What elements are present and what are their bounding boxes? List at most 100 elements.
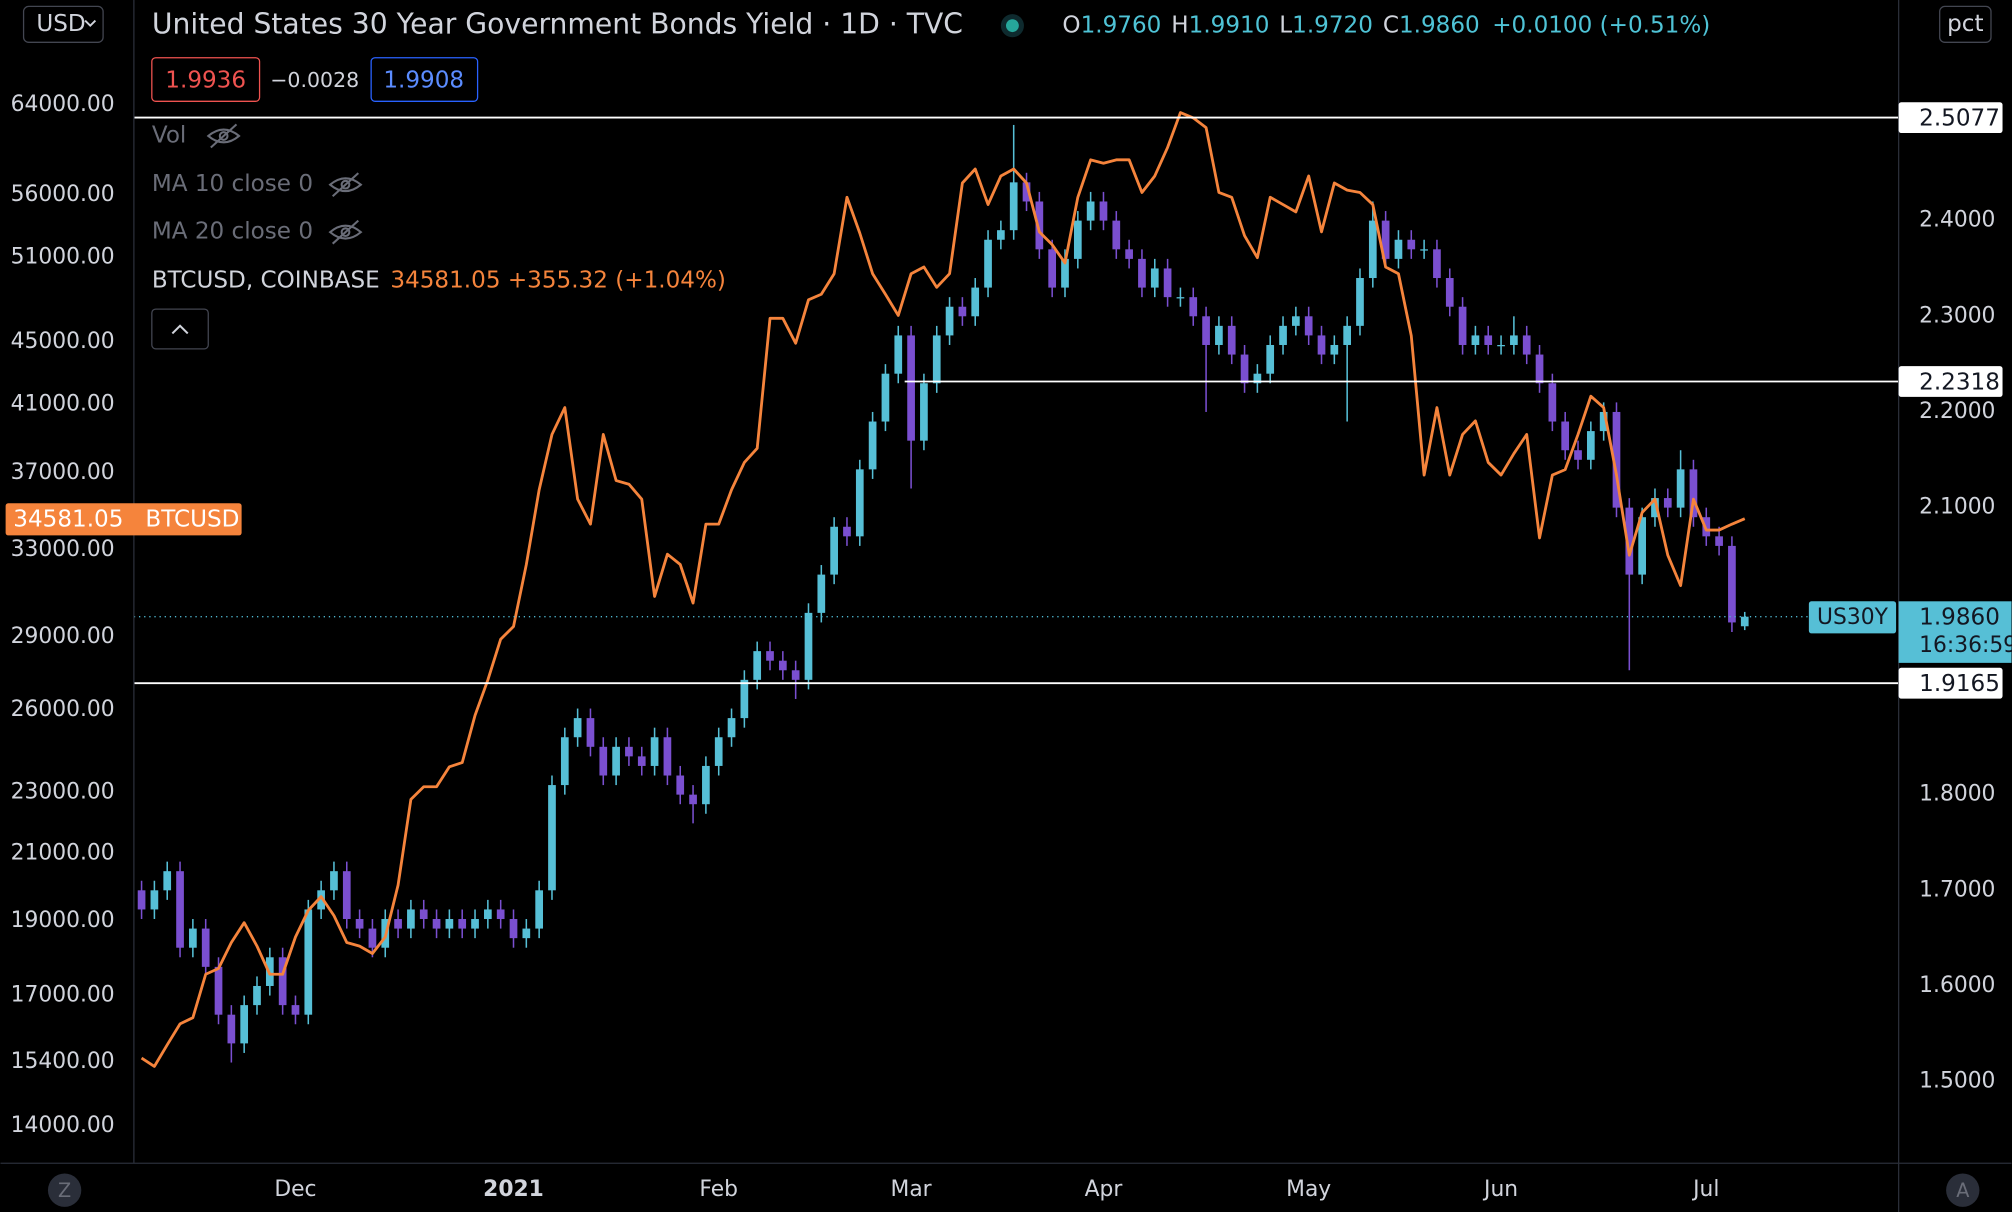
candle-body: [830, 526, 838, 575]
candle-body: [227, 1014, 236, 1044]
legend-item: MA 20 close 0: [152, 219, 313, 245]
candle-body: [1420, 249, 1428, 251]
candle-body: [1292, 316, 1300, 326]
y-tick-label: 21000.00: [11, 841, 115, 866]
z-button-label[interactable]: Z: [58, 1179, 71, 1202]
candle-body: [997, 230, 1005, 240]
candle-body: [548, 785, 556, 891]
candle-body: [586, 718, 595, 747]
ohlc-value: 1.9860: [1399, 12, 1480, 38]
scale-button[interactable]: [1939, 5, 1992, 43]
y-tick-label: 29000.00: [11, 624, 115, 649]
candle-body: [714, 737, 723, 766]
y-tick-label: 51000.00: [11, 245, 115, 270]
candle-body: [445, 919, 454, 929]
ohlc-key: C: [1383, 12, 1399, 38]
y-tick-label: 23000.00: [11, 780, 115, 805]
candle-body: [1330, 344, 1339, 355]
candle-body: [1625, 507, 1634, 575]
candle-body: [1202, 316, 1210, 345]
candle-body: [1484, 335, 1493, 345]
candle-body: [163, 871, 172, 891]
candle-body: [304, 909, 313, 1015]
candle-body: [932, 335, 941, 384]
candle-body: [1586, 431, 1595, 460]
scale-button-label[interactable]: pct: [1947, 11, 1983, 37]
candle-body: [1048, 249, 1057, 288]
collapse-icon: [171, 324, 189, 335]
candle-body: [599, 746, 608, 776]
candle-body: [753, 651, 762, 680]
legend-item: Vol: [152, 122, 187, 148]
candle-body: [1394, 239, 1403, 259]
level-tag: [1898, 366, 2003, 397]
y-tick-label: 17000.00: [11, 983, 115, 1008]
candle-body: [419, 909, 428, 920]
candle-body: [471, 919, 479, 929]
hidden-icon[interactable]: [206, 123, 241, 149]
hidden-icon[interactable]: [328, 219, 363, 245]
candle-body: [1125, 249, 1133, 259]
status-dot: [1006, 19, 1019, 33]
candle-body: [1343, 325, 1352, 345]
auto-button[interactable]: [1946, 1173, 1980, 1207]
candle-body: [727, 718, 736, 738]
bid[interactable]: 1.9936: [165, 67, 246, 93]
candle-body: [407, 909, 415, 929]
candle-body: [650, 737, 659, 766]
collapse-button[interactable]: [151, 308, 209, 350]
candle-body: [535, 890, 544, 929]
candle-body: [1356, 278, 1364, 326]
y-tick-label: 64000.00: [11, 92, 115, 117]
currency-button-label[interactable]: USD: [36, 11, 85, 37]
level-tag-label: 2.5077: [1919, 105, 2000, 131]
candle-body: [278, 957, 287, 1006]
y-tick-label: 14000.00: [11, 1113, 115, 1138]
price-tag: [1898, 601, 2012, 663]
candle-body: [458, 919, 467, 929]
level-tag-label: 2.2318: [1919, 369, 2000, 395]
bid-box[interactable]: [151, 57, 261, 102]
price-tag-label: 34581.05: [13, 506, 123, 532]
y2-tick-label: 2.4000: [1919, 208, 1995, 233]
candle-body: [1266, 344, 1275, 374]
y2-tick-label: 2.1000: [1919, 495, 1995, 520]
candle-body: [1612, 411, 1621, 508]
line-series: [140, 111, 1746, 1068]
ohlc-key: H: [1171, 12, 1188, 38]
y-tick-label: 37000.00: [11, 460, 115, 485]
candle-body: [1689, 469, 1698, 518]
legend-item: MA 10 close 0: [152, 171, 313, 197]
candle-body: [907, 335, 915, 441]
candle-body: [1112, 220, 1121, 250]
ohlc-key: O: [1062, 12, 1080, 38]
candle-body: [1304, 316, 1313, 336]
candle-body: [1445, 278, 1454, 307]
candle-body: [1227, 325, 1236, 355]
candle-body: [484, 909, 492, 920]
y2-tick-label: 2.3000: [1919, 303, 1995, 328]
ask[interactable]: 1.9908: [383, 67, 464, 93]
x-tick-label: 2021: [483, 1177, 544, 1202]
z-button[interactable]: [47, 1173, 82, 1207]
currency-button[interactable]: [22, 5, 104, 43]
y-tick-label: 33000.00: [11, 537, 115, 562]
candle-body: [1176, 297, 1185, 299]
x-tick-label: Apr: [1085, 1177, 1123, 1202]
candle-body: [1522, 335, 1531, 355]
candle-body: [1215, 325, 1223, 345]
candle-body: [394, 919, 402, 929]
axes: 64000.00 56000.00 51000.00 45000.00 41000.00…: [11, 92, 1996, 1202]
y-tick-label: 15400.00: [11, 1049, 115, 1074]
hidden-icon[interactable]: [328, 172, 363, 197]
ask-box[interactable]: [370, 57, 479, 102]
candle-body: [791, 670, 800, 680]
candle-body: [560, 737, 569, 786]
auto-button-label[interactable]: A: [1956, 1179, 1969, 1202]
candle-body: [1728, 545, 1736, 623]
level-tag: [1898, 667, 2003, 699]
x-tick-label: May: [1286, 1177, 1331, 1202]
candle-body: [368, 928, 377, 948]
candle-body: [137, 890, 146, 910]
